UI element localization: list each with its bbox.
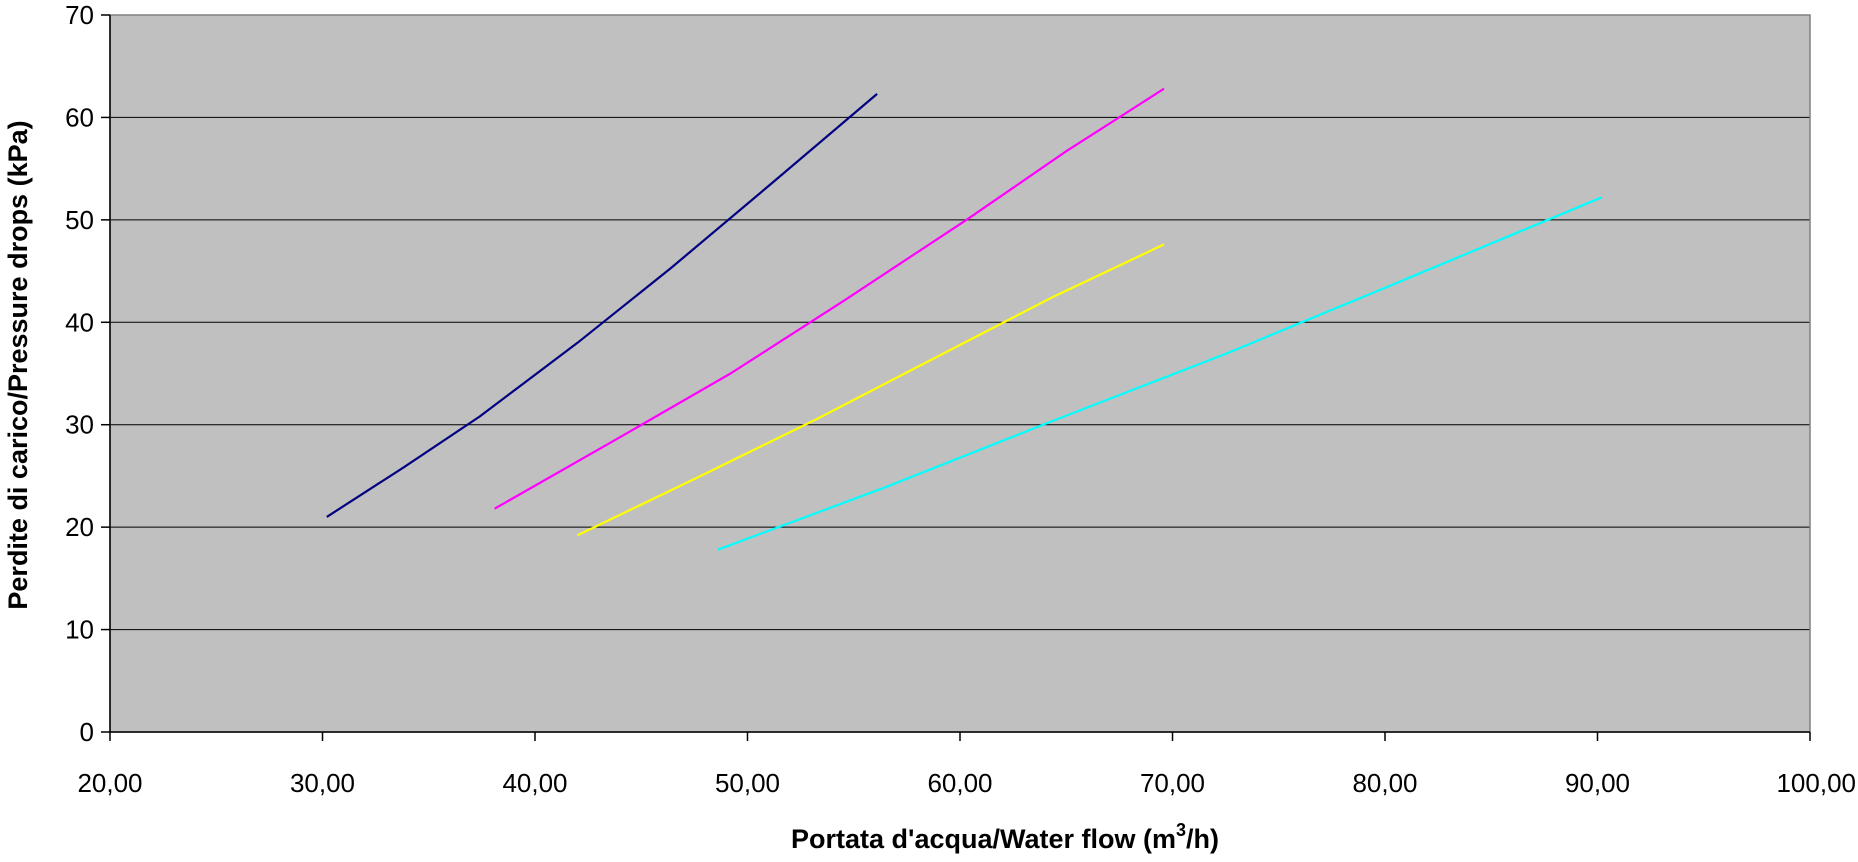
y-tick-label: 10: [65, 615, 94, 645]
x-tick-label: 100,00: [1776, 768, 1856, 798]
x-axis-title: Portata d'acqua/Water flow (m3/h): [791, 820, 1219, 854]
plot-area: [110, 15, 1810, 732]
x-tick-label: 30,00: [290, 768, 355, 798]
y-tick-label: 50: [65, 205, 94, 235]
x-tick-label: 90,00: [1565, 768, 1630, 798]
x-axis-title-superscript: 3: [1176, 820, 1186, 840]
x-tick-label: 40,00: [502, 768, 567, 798]
y-tick-label: 40: [65, 307, 94, 337]
x-axis-title-tail: /h): [1186, 824, 1219, 854]
x-axis-title-main: Portata d'acqua/Water flow (m: [791, 824, 1176, 854]
y-tick-label: 60: [65, 102, 94, 132]
y-tick-label: 70: [65, 0, 94, 30]
y-tick-label: 20: [65, 512, 94, 542]
x-tick-label: 20,00: [77, 768, 142, 798]
x-tick-label: 80,00: [1352, 768, 1417, 798]
x-tick-label: 50,00: [715, 768, 780, 798]
y-tick-label: 30: [65, 410, 94, 440]
x-tick-label: 60,00: [927, 768, 992, 798]
x-tick-label: 70,00: [1140, 768, 1205, 798]
y-tick-label: 0: [80, 717, 94, 747]
y-axis-title: Perdite di carico/Pressure drops (kPa): [3, 120, 33, 609]
